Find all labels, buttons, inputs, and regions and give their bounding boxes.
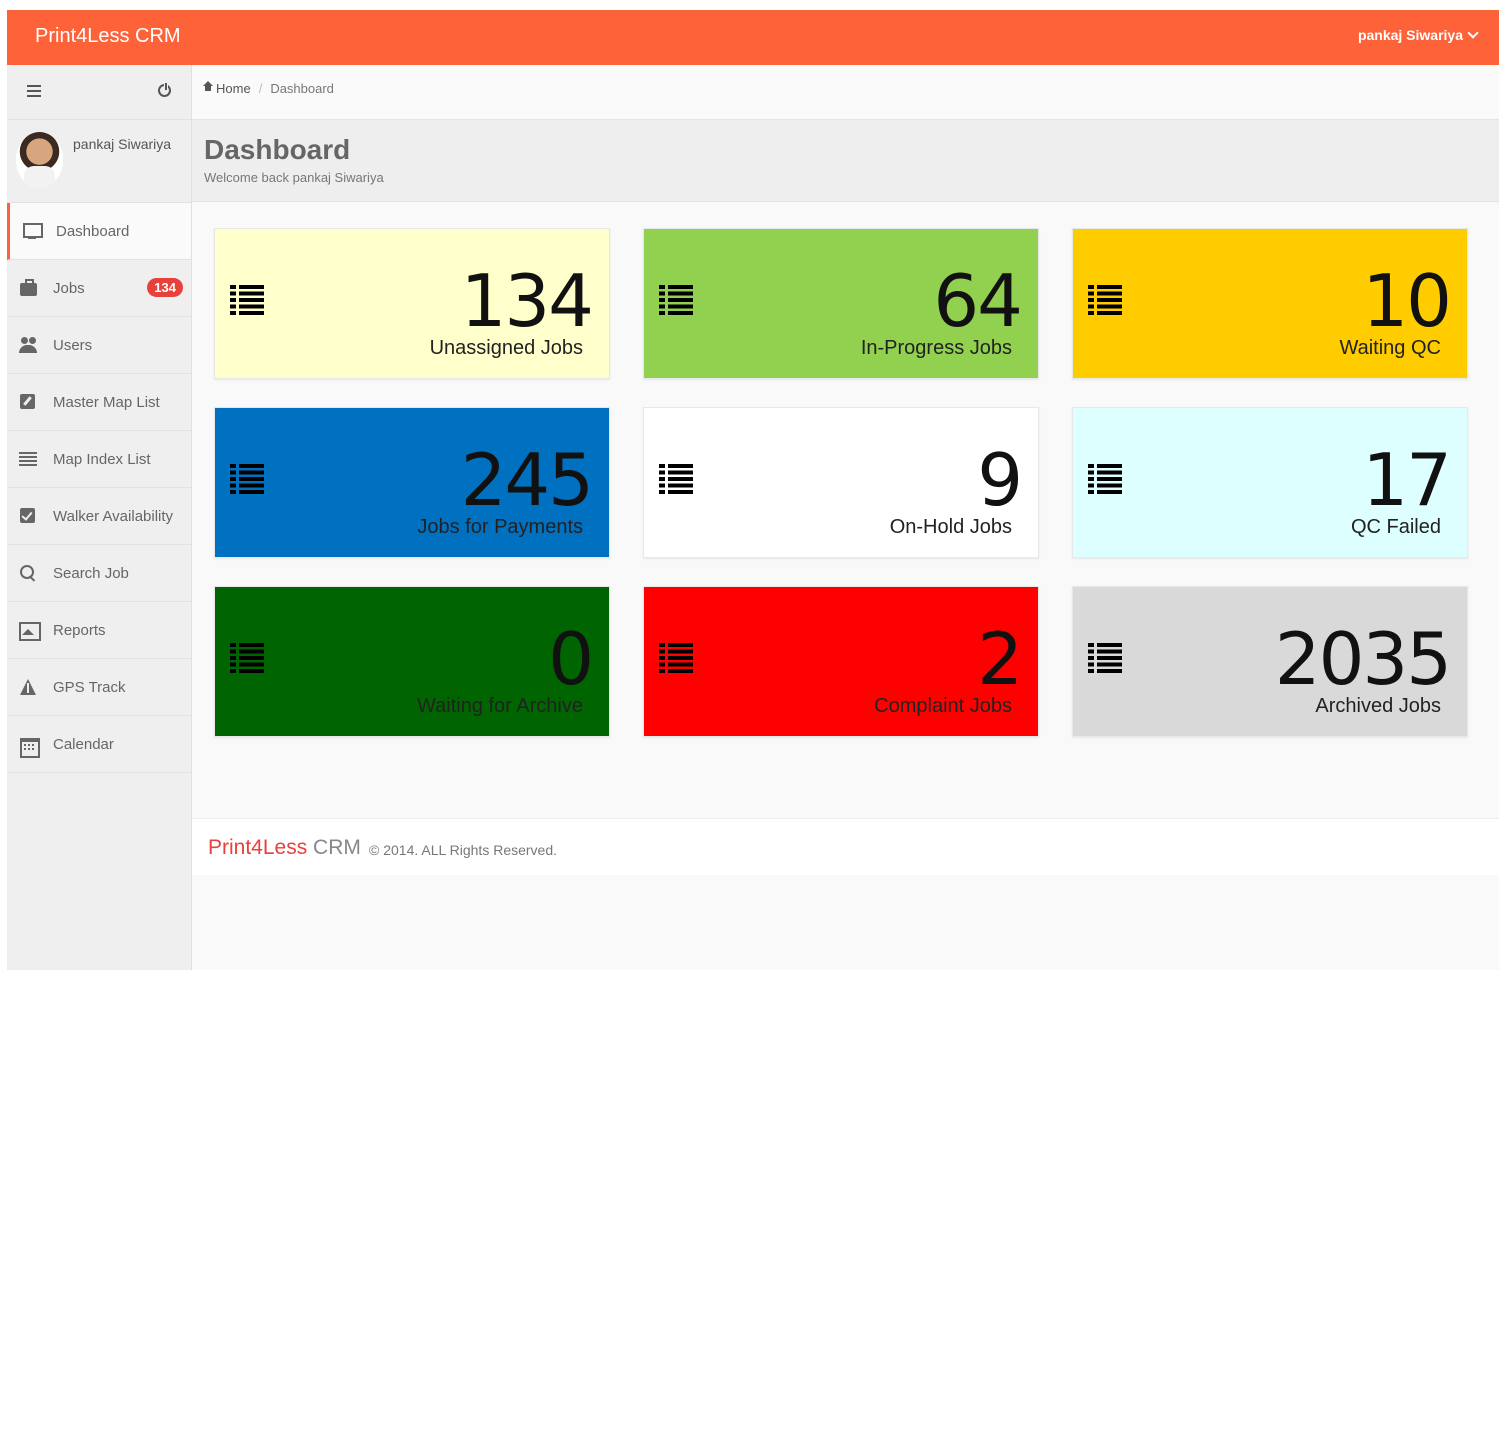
sidebar-item-master-map-list[interactable]: Master Map List [7, 374, 191, 431]
users-icon [19, 336, 39, 354]
sidebar-item-reports[interactable]: Reports [7, 602, 191, 659]
sidebar-item-jobs[interactable]: Jobs 134 [7, 260, 191, 317]
sidebar-item-gps-track[interactable]: GPS Track [7, 659, 191, 716]
tile-value: 134 [460, 259, 594, 343]
footer-copyright: © 2014. ALL Rights Reserved. [369, 842, 558, 858]
breadcrumb: Home / Dashboard [203, 81, 334, 96]
list-icon [659, 285, 693, 315]
top-navbar: Print4Less CRM pankaj Siwariya [7, 10, 1499, 65]
sidebar-item-map-index-list[interactable]: Map Index List [7, 431, 191, 488]
monitor-icon [22, 222, 43, 240]
app-window: Print4Less CRM pankaj Siwariya pankaj Si… [7, 10, 1499, 970]
stat-tile-qc-failed[interactable]: 17 QC Failed [1072, 407, 1468, 558]
briefcase-icon [19, 279, 39, 297]
stat-tile-on-hold-jobs[interactable]: 9 On-Hold Jobs [643, 407, 1039, 558]
calendar-icon [19, 735, 40, 758]
stat-tile-archived-jobs[interactable]: 2035 Archived Jobs [1072, 586, 1468, 737]
menu-toggle-icon[interactable] [27, 85, 41, 97]
list-icon [1088, 285, 1122, 315]
sidebar-item-label: Users [53, 336, 93, 354]
footer-brand-secondary: CRM [307, 836, 361, 859]
breadcrumb-current: Dashboard [270, 81, 334, 96]
stat-tile-unassigned-jobs[interactable]: 134 Unassigned Jobs [214, 228, 610, 379]
sidebar-item-label: Walker Availability [53, 507, 174, 525]
list-icon [659, 643, 693, 673]
avatar [16, 132, 63, 188]
list-icon [230, 464, 264, 494]
tile-value: 64 [933, 259, 1023, 343]
search-icon [19, 564, 39, 582]
list-icon [230, 643, 264, 673]
breadcrumb-separator: / [258, 81, 263, 96]
user-menu-dropdown[interactable]: pankaj Siwariya [1357, 26, 1479, 43]
tile-label: Jobs for Payments [417, 516, 583, 538]
tile-label: Archived Jobs [1315, 695, 1441, 717]
picture-icon [19, 621, 41, 641]
tile-value: 2035 [1274, 617, 1452, 701]
list-icon [230, 285, 264, 315]
tile-label: On-Hold Jobs [889, 516, 1012, 538]
footer-brand-primary: Print4Less [208, 836, 308, 859]
tile-value: 10 [1362, 259, 1452, 343]
home-icon [203, 81, 213, 93]
list-icon [1088, 464, 1122, 494]
tile-value: 245 [460, 438, 594, 522]
sidebar-item-walker-availability[interactable]: Walker Availability [7, 488, 191, 545]
list-icon [659, 464, 693, 494]
sidebar-item-users[interactable]: Users [7, 317, 191, 374]
jobs-count-badge: 134 [147, 278, 183, 297]
check-icon [19, 507, 39, 525]
sidebar-item-label: Search Job [53, 564, 129, 582]
tile-value: 0 [548, 617, 594, 701]
power-icon[interactable] [158, 82, 171, 97]
breadcrumb-bar: Home / Dashboard [192, 65, 1499, 120]
tile-label: Waiting for Archive [417, 695, 583, 717]
sidebar-item-dashboard[interactable]: Dashboard [7, 203, 191, 260]
edit-icon [19, 393, 39, 411]
stat-tile-waiting-for-archive[interactable]: 0 Waiting for Archive [214, 586, 610, 737]
sidebar-item-calendar[interactable]: Calendar [7, 716, 191, 773]
road-icon [19, 678, 39, 696]
tile-value: 2 [977, 617, 1023, 701]
sidebar-item-label: Dashboard [56, 222, 130, 240]
stat-tile-jobs-for-payments[interactable]: 245 Jobs for Payments [214, 407, 610, 558]
sidebar-toolbar [7, 65, 191, 120]
tile-label: Unassigned Jobs [429, 337, 583, 359]
sidebar-item-search-job[interactable]: Search Job [7, 545, 191, 602]
tile-label: QC Failed [1350, 516, 1441, 538]
profile-name: pankaj Siwariya [73, 136, 172, 152]
sidebar-item-label: Map Index List [53, 450, 151, 468]
footer: Print4Less CRM © 2014. ALL Rights Reserv… [192, 818, 1499, 875]
list-icon [19, 450, 39, 468]
sidebar-item-label: Jobs [53, 279, 85, 297]
tile-value: 17 [1362, 438, 1452, 522]
user-profile: pankaj Siwariya [7, 120, 191, 203]
list-icon [1088, 643, 1122, 673]
sidebar-item-label: GPS Track [53, 678, 126, 696]
page-subtitle: Welcome back pankaj Siwariya [204, 170, 384, 185]
stat-tile-in-progress-jobs[interactable]: 64 In-Progress Jobs [643, 228, 1039, 379]
user-menu-name: pankaj Siwariya [1357, 27, 1463, 43]
footer-brand: Print4Less CRM [208, 836, 361, 860]
brand-logo[interactable]: Print4Less CRM [35, 25, 181, 47]
sidebar-item-label: Reports [53, 621, 106, 639]
tile-label: Waiting QC [1339, 337, 1441, 359]
main-content: Home / Dashboard Dashboard Welcome back … [192, 65, 1499, 970]
chevron-down-icon [1467, 26, 1479, 39]
page-title: Dashboard [204, 134, 351, 165]
tile-value: 9 [977, 438, 1023, 522]
sidebar-item-label: Calendar [53, 735, 114, 753]
tile-label: Complaint Jobs [874, 695, 1012, 717]
sidebar-item-label: Master Map List [53, 393, 160, 411]
page-header: Dashboard Welcome back pankaj Siwariya [192, 120, 1499, 202]
sidebar: pankaj Siwariya Dashboard Jobs 134 Users… [7, 65, 192, 970]
stats-grid: 134 Unassigned Jobs 64 In-Progress Jobs … [214, 228, 1469, 738]
stat-tile-waiting-qc[interactable]: 10 Waiting QC [1072, 228, 1468, 379]
stat-tile-complaint-jobs[interactable]: 2 Complaint Jobs [643, 586, 1039, 737]
tile-label: In-Progress Jobs [860, 337, 1012, 359]
breadcrumb-home-link[interactable]: Home [216, 81, 251, 96]
